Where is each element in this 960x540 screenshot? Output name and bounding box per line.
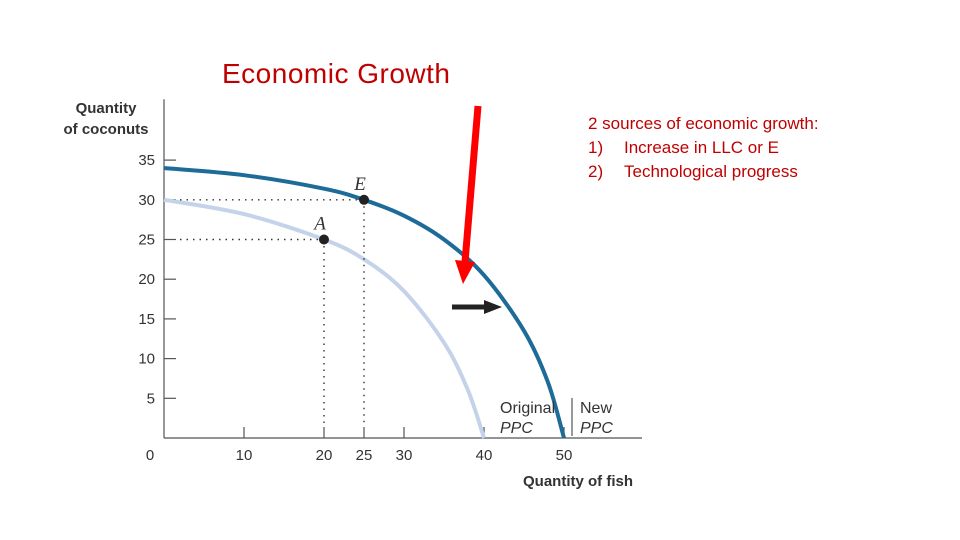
- x-tick-label: 50: [556, 447, 573, 464]
- original-ppc-label-ppc: PPC: [500, 420, 533, 437]
- x-tick-label: 25: [356, 447, 373, 464]
- x-tick-label: 20: [316, 447, 333, 464]
- y-axis-title-line2: of coconuts: [64, 121, 149, 138]
- original-ppc-label: Original: [500, 400, 555, 417]
- new-ppc-curve: [163, 166, 566, 439]
- x-axis-title: Quantity of fish: [523, 473, 633, 490]
- notes-item-1: 1) Increase in LLC or E: [588, 136, 819, 160]
- notes-item-2: 2) Technological progress: [588, 160, 819, 184]
- point-label-e: E: [353, 174, 366, 195]
- y-tick-label: 10: [138, 351, 155, 368]
- y-tick-label: 15: [138, 311, 155, 328]
- notes-block: 2 sources of economic growth: 1) Increase…: [588, 112, 819, 184]
- pointer-arrow-line: [461, 105, 482, 263]
- notes-heading: 2 sources of economic growth:: [588, 114, 819, 133]
- new-ppc-label: New: [580, 400, 612, 417]
- slide-title: Economic Growth: [222, 58, 451, 89]
- shift-arrow-head: [484, 300, 502, 314]
- y-tick-label: 20: [138, 271, 155, 288]
- new-ppc-label-ppc: PPC: [580, 420, 613, 437]
- origin-label: 0: [146, 447, 154, 464]
- y-tick-label: 30: [138, 192, 155, 209]
- notes-item-number: 1): [588, 138, 604, 157]
- point-label-a: A: [312, 214, 326, 235]
- x-tick-label: 30: [396, 447, 413, 464]
- y-tick-label: 35: [138, 152, 155, 169]
- notes-item-text: Technological progress: [624, 162, 798, 181]
- y-tick-label: 25: [138, 232, 155, 249]
- point-a: [319, 234, 329, 245]
- x-tick-label: 10: [236, 447, 253, 464]
- y-axis-title-line1: Quantity: [76, 100, 137, 117]
- point-e: [359, 194, 369, 205]
- y-tick-label: 5: [147, 390, 155, 407]
- notes-item-number: 2): [588, 162, 604, 181]
- pointer-arrow-head: [455, 260, 475, 284]
- original-ppc-curve: [163, 197, 486, 439]
- x-tick-label: 40: [476, 447, 493, 464]
- notes-item-text: Increase in LLC or E: [624, 138, 779, 157]
